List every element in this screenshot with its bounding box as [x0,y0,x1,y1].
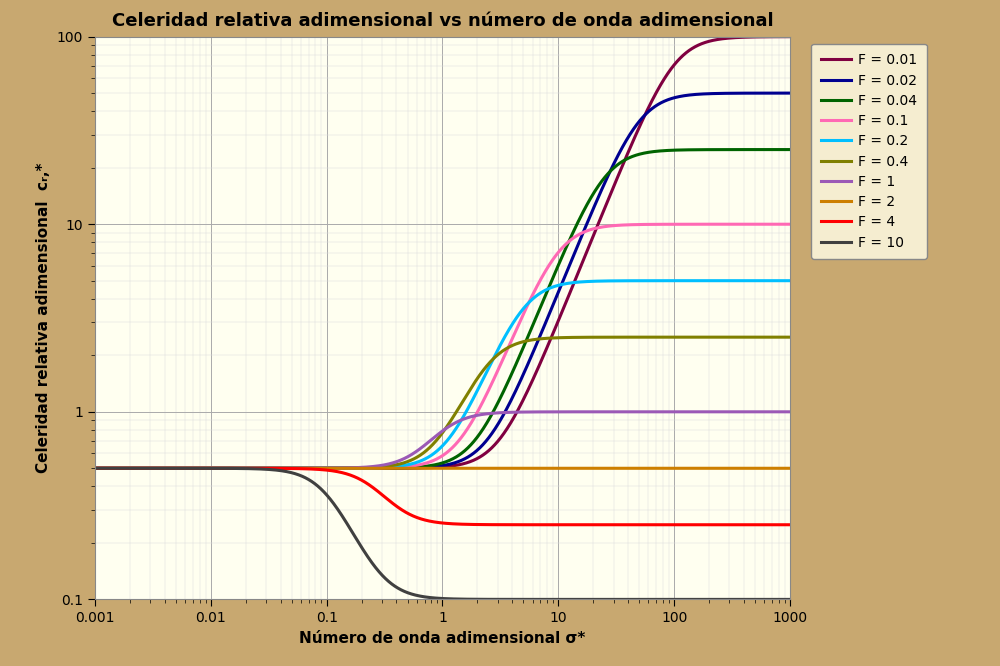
F = 0.04 [387,464,399,472]
F = 0.4 [387,462,399,470]
F = 0.01 [89,464,101,472]
F = 10 [763,595,775,603]
F = 0.01 [728,34,740,42]
F = 4 [419,516,431,524]
F = 0.4 [381,462,393,470]
F = 0.4 [89,464,101,472]
F = 10 [89,464,101,472]
F = 4 [387,500,399,507]
F = 0.04 [594,180,606,188]
F = 1 [728,408,740,416]
Line: F = 1: F = 1 [95,412,790,468]
Line: F = 0.2: F = 0.2 [95,280,790,468]
F = 2 [419,464,431,472]
Line: F = 0.04: F = 0.04 [95,150,790,468]
F = 0.01 [387,464,399,472]
F = 0.2 [381,464,393,472]
F = 0.02 [387,464,399,472]
Line: F = 0.01: F = 0.01 [95,37,790,468]
F = 0.4 [594,333,606,341]
F = 10 [784,595,796,603]
F = 0.2 [784,276,796,284]
F = 0.1 [728,220,740,228]
F = 0.04 [784,146,796,154]
F = 0.04 [419,462,431,470]
F = 0.01 [763,33,775,41]
F = 0.2 [763,276,775,284]
F = 2 [387,464,399,472]
Legend: F = 0.01, F = 0.02, F = 0.04, F = 0.1, F = 0.2, F = 0.4, F = 1, F = 2, F = 4, F : F = 0.01, F = 0.02, F = 0.04, F = 0.1, F… [811,43,927,259]
F = 1 [419,441,431,449]
F = 0.1 [89,464,101,472]
F = 0.4 [419,448,431,456]
F = 0.04 [728,146,740,154]
F = 0.4 [784,333,796,341]
F = 0.1 [784,220,796,228]
Line: F = 0.1: F = 0.1 [95,224,790,468]
F = 10 [419,593,431,601]
Line: F = 0.02: F = 0.02 [95,93,790,468]
F = 1 [381,460,393,468]
F = 0.4 [728,333,740,341]
F = 0.01 [381,464,393,472]
F = 0.02 [381,464,393,472]
F = 2 [381,464,393,472]
F = 10 [381,576,393,584]
F = 2 [89,464,101,472]
F = 2 [594,464,606,472]
Y-axis label: Celeridad relativa adimensional  cᵣ,*: Celeridad relativa adimensional cᵣ,* [36,163,51,474]
F = 2 [728,464,740,472]
F = 10 [387,581,399,589]
Line: F = 0.4: F = 0.4 [95,337,790,468]
F = 4 [763,521,775,529]
F = 0.1 [419,460,431,468]
F = 0.1 [381,464,393,472]
F = 0.2 [419,455,431,463]
F = 0.2 [89,464,101,472]
F = 4 [89,464,101,472]
F = 0.02 [594,190,606,198]
F = 0.02 [763,89,775,97]
F = 1 [387,459,399,467]
F = 1 [594,408,606,416]
F = 0.01 [419,464,431,472]
F = 0.04 [763,146,775,154]
Line: F = 4: F = 4 [95,468,790,525]
F = 4 [594,521,606,529]
F = 0.4 [763,333,775,341]
F = 0.2 [728,276,740,284]
F = 4 [381,495,393,503]
Line: F = 10: F = 10 [95,468,790,599]
F = 1 [763,408,775,416]
F = 0.02 [784,89,796,97]
F = 10 [594,595,606,603]
F = 2 [763,464,775,472]
F = 0.04 [381,464,393,472]
F = 1 [784,408,796,416]
F = 0.01 [784,33,796,41]
F = 0.02 [419,464,431,472]
F = 0.02 [89,464,101,472]
F = 0.1 [387,464,399,472]
X-axis label: Número de onda adimensional σ*: Número de onda adimensional σ* [299,631,586,646]
F = 0.1 [763,220,775,228]
F = 4 [784,521,796,529]
F = 0.1 [594,223,606,231]
F = 1 [89,464,101,472]
F = 4 [728,521,740,529]
F = 0.2 [594,277,606,285]
F = 2 [784,464,796,472]
F = 0.02 [728,89,740,97]
F = 0.01 [594,216,606,224]
F = 10 [728,595,740,603]
F = 0.2 [387,463,399,471]
F = 0.04 [89,464,101,472]
Title: Celeridad relativa adimensional vs número de onda adimensional: Celeridad relativa adimensional vs númer… [112,11,773,29]
